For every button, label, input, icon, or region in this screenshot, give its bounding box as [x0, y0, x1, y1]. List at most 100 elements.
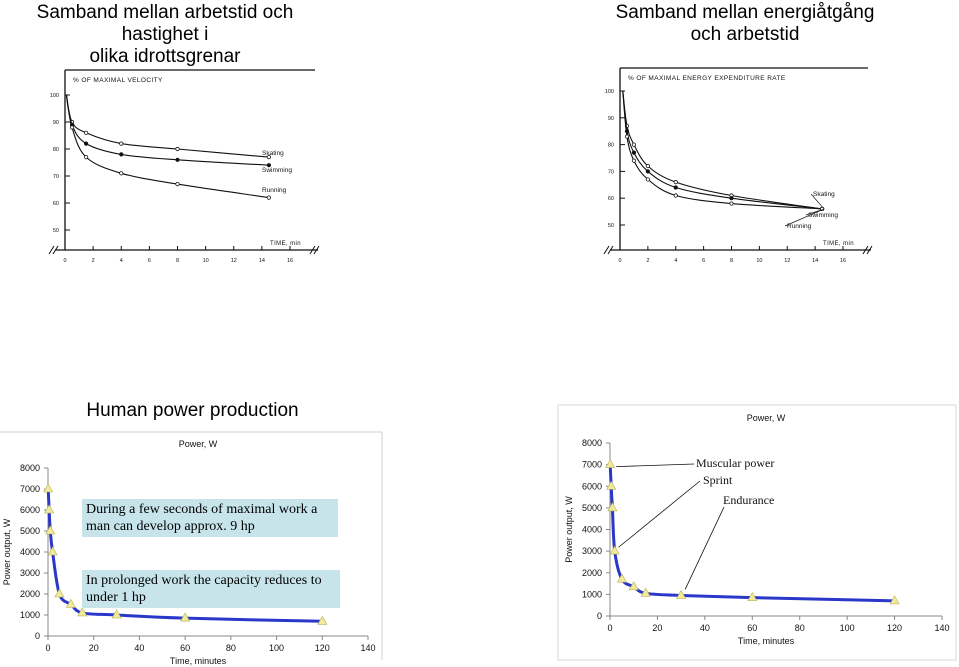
chart-y-tick-label: 0: [597, 611, 602, 621]
power-data-marker: [317, 615, 328, 625]
chart-y-tick-label: 0: [35, 631, 40, 641]
scan-y-tick-label: 70: [53, 174, 59, 180]
scan-data-point: [83, 130, 89, 135]
power-data-marker: [605, 458, 616, 468]
scan-x-axis-label: TIME, min: [270, 241, 301, 247]
scan-x-tick-label: 12: [784, 258, 790, 264]
power-data-marker: [607, 502, 618, 512]
scan-y-tick-label: 90: [608, 116, 614, 122]
scan-data-point: [119, 171, 124, 176]
power-data-marker: [45, 525, 56, 535]
power-data-marker: [609, 545, 620, 555]
scan-data-point: [673, 185, 678, 190]
scan-data-point: [673, 180, 678, 185]
scan-x-tick-label: 2: [92, 258, 95, 264]
annotation-arrow: [618, 480, 701, 548]
power-data-marker: [889, 595, 900, 605]
scan-data-point: [673, 193, 678, 198]
power-data-marker: [47, 546, 58, 556]
scan-data-point: [624, 134, 630, 139]
scan-series-line: [622, 90, 823, 210]
chart-y-tick-label: 4000: [20, 547, 40, 557]
scan-x-axis-label: TIME, min: [823, 241, 854, 247]
scan-series-label: Running: [787, 223, 812, 230]
chart-y-tick-label: 5000: [582, 503, 602, 513]
chart-x-tick-label: 100: [840, 623, 855, 633]
power-data-marker: [747, 591, 758, 601]
annotation-muscular-power: Muscular power: [696, 456, 774, 470]
power-data-marker: [54, 588, 65, 598]
scan-data-point: [631, 158, 637, 163]
scan-axis-break: [862, 245, 873, 255]
scan-x-tick-label: 10: [756, 258, 762, 264]
chart-y-tick-label: 7000: [20, 484, 40, 494]
scan-data-point: [119, 152, 124, 157]
scan-data-point: [645, 169, 650, 174]
chart-area-border: [557, 404, 957, 661]
scan-series-line: [65, 94, 269, 199]
scan-data-point: [175, 182, 180, 187]
caption-maximal-work: During a few seconds of maximal work a m…: [82, 499, 338, 537]
chart-x-tick-label: 120: [887, 623, 902, 633]
chart-y-tick-label: 6000: [20, 505, 40, 515]
scan-series-label: Running: [262, 187, 287, 194]
scan-y-tick-label: 70: [608, 169, 614, 175]
scan-y-tick-label: 60: [608, 196, 614, 202]
scan-data-point: [266, 155, 272, 160]
power-data-marker: [606, 480, 617, 490]
power-data-marker: [628, 581, 639, 591]
chart-y-tick-label: 4000: [582, 525, 602, 535]
scan-y-tick-label: 60: [53, 201, 59, 207]
chart-y-tick-label: 8000: [582, 438, 602, 448]
chart-x-tick-label: 60: [747, 623, 757, 633]
chart-y-tick-label: 1000: [20, 610, 40, 620]
power-data-marker: [616, 573, 627, 583]
caption-prolonged-work: In prolonged work the capacity reduces t…: [82, 570, 340, 608]
chart-x-axis-label: Time, minutes: [170, 656, 227, 666]
chart-x-tick-label: 60: [180, 643, 190, 653]
chart-x-tick-label: 140: [934, 623, 949, 633]
chart-y-tick-label: 3000: [20, 568, 40, 578]
chart-x-tick-label: 40: [134, 643, 144, 653]
scan-x-tick-label: 8: [176, 258, 179, 264]
scan-data-point: [266, 195, 272, 200]
scan-x-tick-label: 4: [120, 258, 123, 264]
scan-y-tick-label: 100: [605, 89, 614, 95]
chart-x-tick-label: 40: [700, 623, 710, 633]
chart-x-tick-label: 140: [360, 643, 375, 653]
scan-x-tick-label: 16: [287, 258, 293, 264]
scan-y-tick-label: 50: [53, 228, 59, 234]
chart-y-tick-label: 6000: [582, 481, 602, 491]
scan-y-tick-label: 50: [608, 223, 614, 229]
scan-data-point: [631, 150, 637, 155]
scan-title: % OF MAXIMAL VELOCITY: [73, 77, 163, 84]
power-data-marker: [44, 504, 55, 514]
scan-data-point: [69, 125, 75, 130]
scan-x-tick-label: 0: [63, 258, 66, 264]
scan-label-leader: [810, 193, 825, 210]
scan-x-tick-label: 14: [259, 258, 265, 264]
power-chart-0: Power, W01000200030004000500060007000800…: [2, 439, 376, 666]
chart-y-tick-label: 5000: [20, 526, 40, 536]
annotation-sprint: Sprint: [703, 473, 733, 487]
scan-data-point: [83, 155, 89, 160]
scan-data-point: [645, 177, 650, 182]
chart-y-tick-label: 2000: [20, 589, 40, 599]
scan-y-tick-label: 90: [53, 120, 59, 126]
scan-series-label: Skating: [262, 150, 284, 157]
scan-axis-break: [309, 245, 320, 255]
chart-y-tick-label: 2000: [582, 568, 602, 578]
power-data-marker: [180, 612, 191, 622]
scan-x-tick-label: 16: [840, 258, 846, 264]
scan-x-tick-label: 2: [646, 258, 649, 264]
power-data-marker: [77, 607, 88, 617]
heading-left: Samband mellan arbetstid och hastighet i…: [0, 2, 330, 68]
scan-data-point: [83, 141, 89, 146]
scan-x-tick-label: 14: [812, 258, 818, 264]
chart-x-tick-label: 20: [652, 623, 662, 633]
scan-data-point: [631, 142, 637, 147]
heading-right-line1: Samband mellan energiåtgång: [615, 2, 875, 23]
scan-data-point: [175, 146, 180, 152]
chart-x-tick-label: 120: [315, 643, 330, 653]
scan-x-tick-label: 8: [730, 258, 733, 264]
